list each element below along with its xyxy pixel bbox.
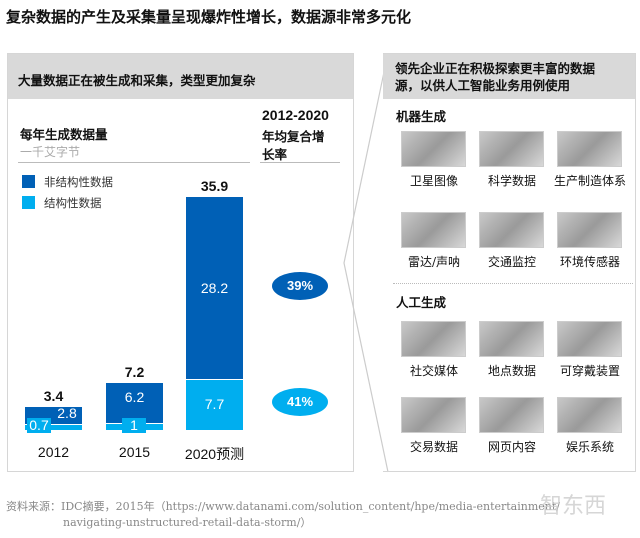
data-source-label: 环境传感器	[559, 255, 620, 269]
data-source-item: 社交媒体	[395, 321, 473, 380]
data-source-item: 娱乐系统	[551, 397, 629, 456]
data-source-item: 可穿戴装置	[551, 321, 629, 380]
page-title: 复杂数据的产生及采集量呈现爆炸性增长，数据源非常多元化	[6, 8, 412, 26]
data-source-item: 雷达/声呐	[395, 212, 473, 271]
data-source-label: 可穿戴装置	[559, 364, 620, 378]
data-source-image	[479, 397, 544, 433]
total-label: 7.2	[124, 364, 145, 381]
data-source-label: 生产制造体系	[553, 174, 626, 188]
data-growth-panel: 大量数据正在被生成和采集，类型更加复杂 每年生成数据量 一千艾字节 2012-2…	[7, 53, 354, 472]
data-source-item: 地点数据	[473, 321, 551, 380]
data-source-item: 环境传感器	[551, 212, 629, 271]
divider	[18, 162, 250, 163]
data-source-item: 网页内容	[473, 397, 551, 456]
data-source-image	[401, 212, 466, 248]
data-source-item: 交通监控	[473, 212, 551, 271]
section-title: 机器生成	[396, 109, 447, 124]
panel-header-line: 源，以供人工智能业务用例使用	[395, 78, 571, 93]
bracket-connector	[343, 53, 389, 473]
cagr-label-2: 长率	[262, 147, 288, 162]
section-title: 人工生成	[396, 295, 447, 310]
data-source-label: 地点数据	[487, 364, 536, 378]
bar-structured	[186, 380, 243, 430]
x-tick-label: 2012	[37, 444, 70, 460]
data-source-image	[557, 212, 622, 248]
measure-label: 每年生成数据量	[20, 127, 108, 142]
data-source-image	[401, 321, 466, 357]
legend-label-structured: 结构性数据	[44, 196, 102, 210]
panel-header: 领先企业正在积极探索更丰富的数据 源，以供人工智能业务用例使用	[383, 54, 635, 99]
divider	[260, 162, 340, 163]
value-label-unstructured: 6.2	[124, 389, 145, 406]
data-source-image	[479, 212, 544, 248]
panel-header: 大量数据正在被生成和采集，类型更加复杂	[8, 54, 353, 99]
cagr-badge: 41%	[272, 388, 328, 416]
data-source-image	[557, 397, 622, 433]
watermark-logo: 智东西	[540, 494, 607, 519]
unit-label: 一千艾字节	[20, 145, 81, 159]
value-label-unstructured: 2.8	[57, 405, 77, 422]
data-source-image	[557, 321, 622, 357]
legend-label-unstructured: 非结构性数据	[44, 175, 113, 189]
cagr-label-1: 年均复合增	[262, 129, 325, 144]
legend-swatch-structured	[22, 196, 35, 209]
value-label-structured: 1	[122, 418, 146, 433]
data-source-image	[401, 397, 466, 433]
total-label: 35.9	[200, 178, 229, 194]
bar-unstructured	[186, 197, 243, 381]
data-source-image	[479, 131, 544, 167]
total-label: 3.4	[43, 388, 64, 405]
data-source-item: 交易数据	[395, 397, 473, 456]
stacked-bar-chart: 0.7 2.8 3.4 2012 1 6.2 7.2 2015 7.7 28.2 35.9 2020预…	[8, 54, 353, 471]
divider	[393, 283, 633, 284]
data-source-label: 社交媒体	[409, 364, 458, 378]
data-source-label: 雷达/声呐	[407, 255, 461, 269]
data-sources-panel: 领先企业正在积极探索更丰富的数据 源，以供人工智能业务用例使用 机器生成 卫星图…	[383, 53, 636, 472]
value-label-structured: 0.7	[27, 418, 51, 433]
panel-header-line: 领先企业正在积极探索更丰富的数据	[395, 61, 596, 76]
data-source-image	[401, 131, 466, 167]
data-source-label: 娱乐系统	[565, 440, 614, 454]
source-line: navigating-unstructured-retail-data-stor…	[63, 516, 312, 529]
legend-swatch-unstructured	[22, 175, 35, 188]
data-source-label: 交通监控	[487, 255, 536, 269]
data-source-image	[479, 321, 544, 357]
data-source-label: 科学数据	[487, 174, 536, 188]
data-source-label: 卫星图像	[409, 174, 458, 188]
value-label-unstructured: 28.2	[200, 279, 229, 296]
data-source-item: 生产制造体系	[551, 131, 629, 190]
bar-structured	[25, 425, 82, 430]
x-tick-label: 2015	[118, 444, 151, 460]
data-source-image	[557, 131, 622, 167]
source-line: 资料来源：IDC摘要，2015年（https://www.datanami.co…	[6, 500, 560, 513]
data-source-item: 科学数据	[473, 131, 551, 190]
value-label-structured: 7.7	[204, 396, 225, 412]
cagr-badge: 39%	[272, 272, 328, 300]
x-tick-label: 2020预测	[184, 446, 245, 462]
source-note: 资料来源：IDC摘要，2015年（https://www.datanami.co…	[6, 499, 560, 531]
data-source-item: 卫星图像	[395, 131, 473, 190]
cagr-years: 2012-2020	[262, 107, 329, 123]
data-source-label: 交易数据	[409, 440, 458, 454]
data-source-label: 网页内容	[487, 440, 536, 454]
